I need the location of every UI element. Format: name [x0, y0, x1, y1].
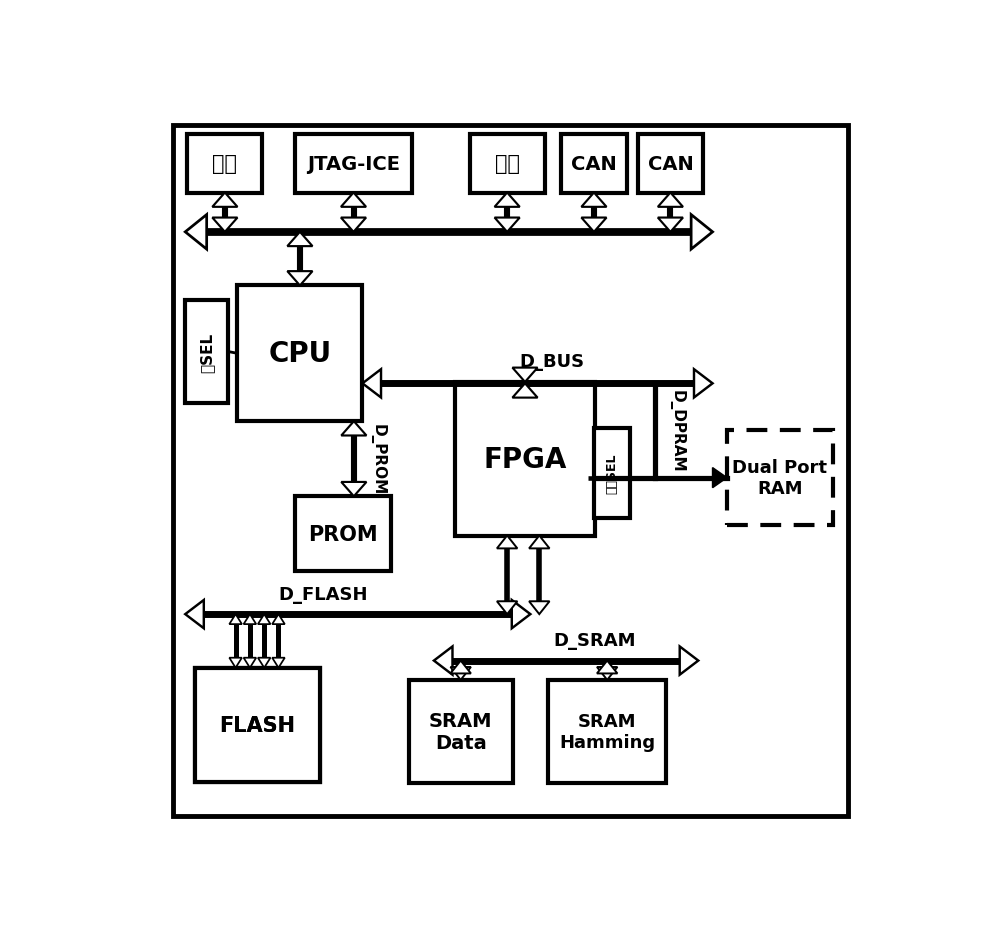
FancyArrow shape: [272, 658, 285, 668]
Text: 网口: 网口: [495, 154, 520, 174]
Text: SRAM
Hamming: SRAM Hamming: [559, 713, 655, 751]
Text: D_DPRAM: D_DPRAM: [668, 389, 684, 472]
FancyArrow shape: [512, 384, 538, 399]
FancyArrow shape: [512, 601, 530, 629]
FancyArrow shape: [212, 194, 237, 208]
Bar: [202, 675, 327, 790]
Text: PROM: PROM: [308, 524, 378, 544]
Bar: [548, 680, 666, 783]
FancyArrow shape: [287, 233, 312, 247]
Bar: [185, 300, 228, 404]
Text: D_SRAM: D_SRAM: [553, 631, 636, 650]
FancyArrow shape: [597, 661, 617, 674]
FancyArrow shape: [258, 658, 270, 668]
FancyArrow shape: [450, 661, 471, 674]
FancyArrow shape: [229, 658, 242, 668]
FancyArrow shape: [450, 667, 471, 680]
FancyArrow shape: [341, 194, 366, 208]
FancyArrow shape: [287, 272, 312, 286]
Text: JTAG-ICE: JTAG-ICE: [307, 155, 400, 173]
FancyArrow shape: [512, 368, 538, 383]
FancyArrow shape: [185, 215, 207, 250]
Bar: [195, 668, 320, 782]
Bar: [561, 134, 627, 194]
FancyArrow shape: [497, 602, 517, 615]
Bar: [295, 134, 412, 194]
FancyArrow shape: [229, 615, 242, 625]
FancyArrow shape: [272, 615, 285, 625]
Bar: [209, 682, 334, 796]
Text: SRAM
Data: SRAM Data: [429, 711, 492, 753]
FancyArrow shape: [713, 468, 727, 489]
Text: 串口: 串口: [212, 154, 237, 174]
Text: 抗子SEL: 抗子SEL: [605, 453, 618, 494]
FancyArrow shape: [341, 482, 366, 497]
Text: Dual Port
RAM: Dual Port RAM: [732, 459, 827, 498]
FancyArrow shape: [244, 658, 256, 668]
FancyArrow shape: [691, 215, 713, 250]
FancyArrow shape: [581, 194, 607, 208]
FancyArrow shape: [658, 194, 683, 208]
FancyArrow shape: [212, 218, 237, 233]
Bar: [187, 134, 262, 194]
Bar: [409, 680, 512, 783]
FancyArrow shape: [694, 370, 713, 398]
FancyArrow shape: [244, 615, 256, 625]
FancyArrow shape: [497, 536, 517, 549]
Text: D_BUS: D_BUS: [519, 353, 584, 371]
FancyArrow shape: [680, 647, 698, 675]
FancyArrow shape: [495, 194, 520, 208]
FancyArrow shape: [341, 422, 366, 436]
Bar: [455, 383, 595, 536]
FancyArrow shape: [341, 218, 366, 233]
Bar: [237, 286, 362, 422]
FancyArrow shape: [434, 647, 452, 675]
Bar: [470, 134, 545, 194]
FancyArrow shape: [362, 370, 381, 398]
FancyArrow shape: [495, 218, 520, 233]
FancyArrow shape: [185, 601, 204, 629]
Text: FLASH: FLASH: [219, 715, 295, 735]
Bar: [727, 431, 833, 526]
Bar: [195, 668, 320, 782]
Text: CPU: CPU: [268, 340, 331, 368]
FancyArrow shape: [581, 218, 607, 233]
Text: FLASH: FLASH: [219, 715, 295, 735]
FancyArrow shape: [529, 602, 550, 615]
FancyArrow shape: [597, 667, 617, 680]
Text: D_PROM: D_PROM: [370, 424, 386, 495]
Text: CAN: CAN: [571, 155, 617, 173]
FancyArrow shape: [258, 615, 270, 625]
Text: 抗SEL: 抗SEL: [199, 332, 214, 372]
FancyArrow shape: [658, 218, 683, 233]
Text: CAN: CAN: [648, 155, 693, 173]
Bar: [594, 429, 630, 518]
Bar: [295, 497, 391, 572]
Text: D_FLASH: D_FLASH: [278, 585, 368, 603]
Bar: [638, 134, 703, 194]
Text: FPGA: FPGA: [483, 445, 567, 473]
FancyArrow shape: [529, 536, 550, 549]
